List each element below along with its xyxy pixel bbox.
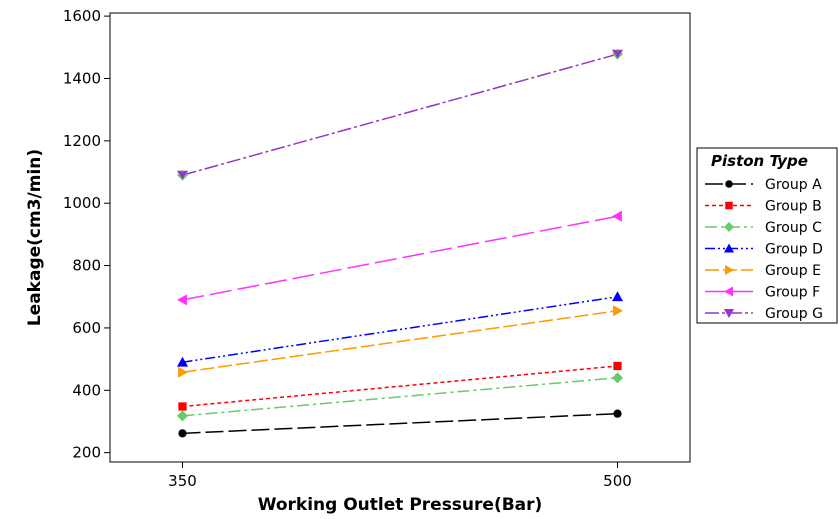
y-tick-label: 800 [72,257,101,275]
series-group-d [177,291,623,367]
legend-label: Group A [765,177,822,193]
x-tick-label: 500 [603,472,632,490]
legend: Piston Type Group A Group B Group C Group D… [696,147,838,324]
data-point [612,291,623,302]
legend-marker [724,286,733,297]
series-group-e [178,305,623,378]
plot-area [109,12,691,463]
series-layer [177,48,623,438]
legend-marker [725,265,734,275]
series-line [182,365,618,408]
y-tick-label: 600 [72,319,101,337]
data-point [178,171,187,180]
series-line [182,310,618,373]
legend-marker [725,180,733,188]
series-line [182,53,618,176]
legend-title: Piston Type [711,152,808,170]
x-tick-label: 350 [168,472,197,490]
legend-item: Group A [705,177,822,193]
y-axis-title: Leakage(cm3/min) [25,149,45,326]
series-line [182,296,618,363]
data-point [178,402,187,411]
legend-label: Group G [765,306,823,322]
legend-box [696,147,838,324]
series-group-f [177,210,622,306]
overlap-markers [177,48,623,181]
series-line [182,412,618,435]
legend-marker [724,222,734,232]
legend-item: Group D [705,242,823,258]
legend-label: Group F [765,285,820,301]
data-point [178,366,188,378]
data-point [177,356,188,367]
series-group-b [178,361,622,411]
series-line [182,377,618,417]
legend-label: Group D [765,242,823,258]
y-tick-label: 1200 [63,132,101,150]
series-line [182,215,618,301]
legend-marker [724,309,734,318]
y-tick-label: 1400 [63,69,101,87]
y-axis: 200 400 600 800 1000 1200 1400 1600 [63,7,110,462]
plot-border [109,12,691,463]
data-point [178,429,187,438]
legend-item: Group E [705,263,821,279]
y-tick-label: 1000 [63,194,101,212]
data-point [613,305,623,317]
data-point [177,410,188,422]
legend-item: Group C [705,220,822,236]
data-point [612,210,622,222]
y-tick-label: 400 [72,381,101,399]
legend-item: Group F [705,285,820,301]
legend-item: Group G [705,306,823,322]
legend-label: Group C [765,220,822,236]
data-point [612,372,623,384]
x-axis-title: Working Outlet Pressure(Bar) [258,495,543,515]
data-point [613,50,622,59]
legend-label: Group E [765,263,821,279]
data-point [613,409,622,418]
legend-marker [724,243,734,253]
legend-label: Group B [765,199,822,215]
legend-items: Group A Group B Group C Group D Group E Group… [705,177,823,322]
legend-item: Group B [705,199,822,215]
y-tick-label: 1600 [63,7,101,25]
data-point [177,294,187,306]
series-group-g [177,49,623,181]
x-axis: 350 500 [168,462,632,490]
legend-marker [725,201,733,210]
series-group-a [178,409,622,438]
data-point [613,361,622,371]
series-group-c [177,372,623,422]
y-tick-label: 200 [72,444,101,462]
